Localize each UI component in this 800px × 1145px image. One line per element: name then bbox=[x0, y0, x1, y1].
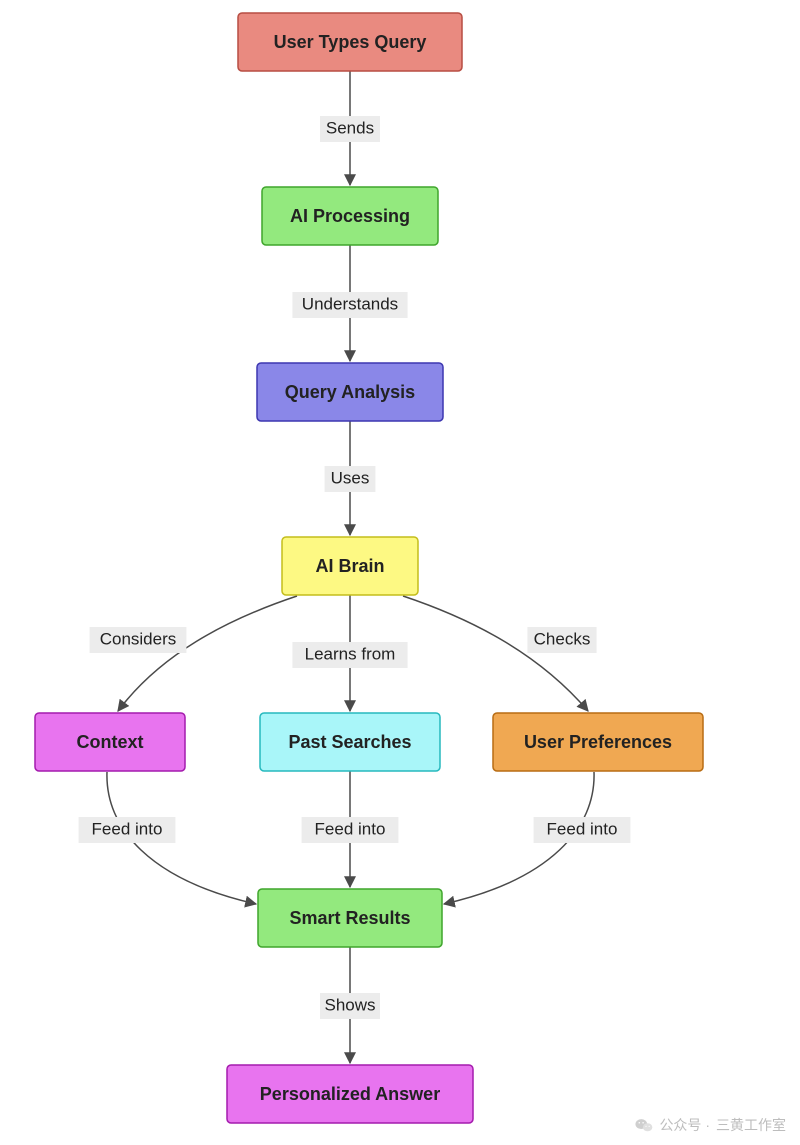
edge-label-ai_brain-user_prefs: Checks bbox=[527, 627, 596, 653]
edge-label-text: Learns from bbox=[305, 644, 396, 663]
edge-label-ai_brain-past_searches: Learns from bbox=[292, 642, 407, 668]
node-context: Context bbox=[35, 713, 185, 771]
edge-label-text: Shows bbox=[324, 995, 375, 1014]
node-label: User Preferences bbox=[524, 732, 672, 752]
edge-label-smart_results-answer: Shows bbox=[320, 993, 380, 1019]
edge-label-past_searches-smart_results: Feed into bbox=[302, 817, 399, 843]
node-past_searches: Past Searches bbox=[260, 713, 440, 771]
edge-label-text: Checks bbox=[534, 629, 591, 648]
edge-label-text: Considers bbox=[100, 629, 177, 648]
edge-ai_brain-to-context bbox=[118, 596, 297, 711]
edge-label-user_query-ai_processing: Sends bbox=[320, 116, 380, 142]
node-label: AI Processing bbox=[290, 206, 410, 226]
node-ai_brain: AI Brain bbox=[282, 537, 418, 595]
footer-prefix: 公众号 · bbox=[659, 1115, 710, 1135]
footer-name: 三黄工作室 bbox=[716, 1115, 786, 1135]
edge-label-ai_processing-query_analysis: Understands bbox=[292, 292, 407, 318]
node-label: Past Searches bbox=[288, 732, 411, 752]
edge-label-text: Uses bbox=[331, 468, 370, 487]
node-label: Query Analysis bbox=[285, 382, 415, 402]
edge-label-text: Sends bbox=[326, 118, 374, 137]
flowchart-canvas: Sends Understands Uses Considers Learns from… bbox=[0, 0, 800, 1145]
node-query_analysis: Query Analysis bbox=[257, 363, 443, 421]
node-label: Context bbox=[77, 732, 144, 752]
node-smart_results: Smart Results bbox=[258, 889, 442, 947]
edge-ai_brain-to-user_prefs bbox=[403, 596, 588, 711]
edge-label-ai_brain-context: Considers bbox=[90, 627, 187, 653]
edge-label-text: Understands bbox=[302, 294, 398, 313]
node-label: Personalized Answer bbox=[260, 1084, 440, 1104]
node-answer: Personalized Answer bbox=[227, 1065, 473, 1123]
edge-label-query_analysis-ai_brain: Uses bbox=[325, 466, 376, 492]
node-user_prefs: User Preferences bbox=[493, 713, 703, 771]
node-user_query: User Types Query bbox=[238, 13, 462, 71]
wechat-icon bbox=[635, 1116, 653, 1134]
node-label: User Types Query bbox=[274, 32, 427, 52]
edge-label-text: Feed into bbox=[315, 819, 386, 838]
edge-label-context-smart_results: Feed into bbox=[79, 817, 176, 843]
edge-label-text: Feed into bbox=[92, 819, 163, 838]
edge-label-text: Feed into bbox=[547, 819, 618, 838]
node-ai_processing: AI Processing bbox=[262, 187, 438, 245]
nodes-layer: User Types Query AI Processing Query Analy… bbox=[35, 13, 703, 1123]
node-label: Smart Results bbox=[289, 908, 410, 928]
watermark-footer: 公众号 · 三黄工作室 bbox=[635, 1115, 786, 1135]
node-label: AI Brain bbox=[315, 556, 384, 576]
edge-label-user_prefs-smart_results: Feed into bbox=[534, 817, 631, 843]
